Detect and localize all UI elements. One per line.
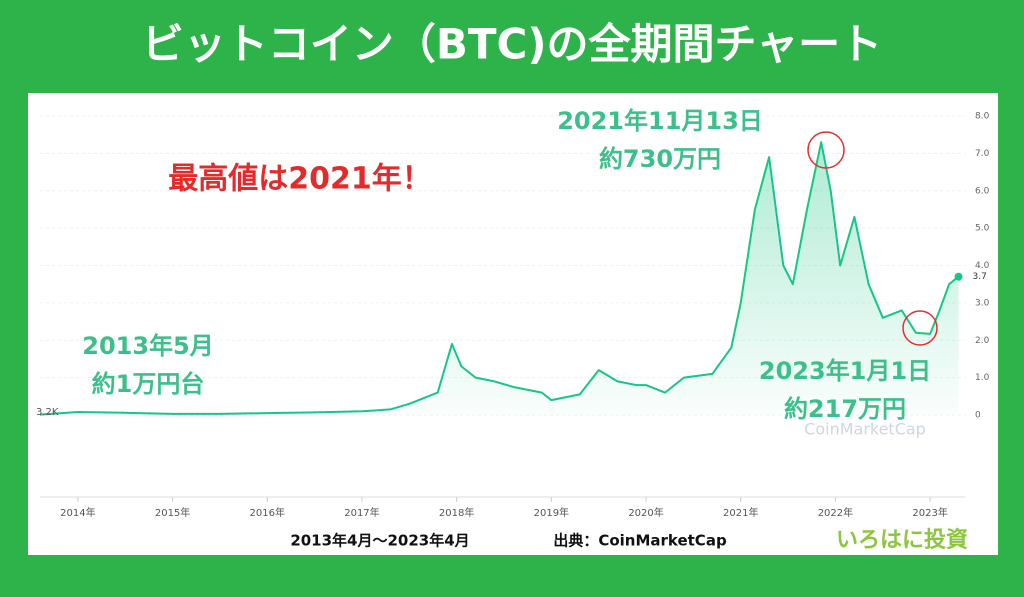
note: 2013年5月 — [82, 332, 214, 360]
line — [39, 141, 960, 416]
period: 2013年4月〜2023年4月 — [290, 532, 469, 550]
y-tick-label: 6.0 — [975, 186, 990, 196]
low-circle — [902, 310, 938, 346]
x-tick-label: 2018年 — [439, 506, 474, 519]
last-point — [954, 272, 963, 281]
note: 約730万円 — [599, 145, 721, 173]
x-tick-label: 2021年 — [723, 506, 758, 519]
y-tick-label: 5.0 — [975, 224, 990, 234]
x-tick-label: 2023年 — [912, 506, 947, 519]
y-tick-label: 3.0 — [975, 298, 990, 308]
headline: 最高値は2021年！ — [168, 162, 432, 197]
y-tick-label: 7.0 — [975, 149, 990, 159]
x-tick-label: 2015年 — [155, 506, 190, 519]
brand: いろはに投資 — [836, 527, 968, 553]
y-tick-label: 1.0 — [975, 373, 990, 383]
x-tick-label: 2014年 — [60, 506, 95, 519]
x-tick-label: 2016年 — [250, 506, 285, 519]
peak-circle — [807, 131, 845, 169]
last-label: 3.7 — [973, 272, 987, 282]
y-tick-label: 8.0 — [975, 112, 990, 122]
note: 2021年11月13日 — [557, 107, 763, 135]
y-tick-label: 2.0 — [975, 336, 990, 346]
y-tick-label: 4.0 — [975, 261, 990, 271]
start-label: 3.2K — [36, 407, 59, 418]
note: 約1万円台 — [92, 370, 205, 398]
plot: 0 1.0 2.0 3.0 4.0 5.0 6.0 7.0 8.0 2014年 2015年 2016年… — [39, 112, 990, 519]
watermark: CoinMarketCap — [804, 420, 926, 439]
source: 出典：CoinMarketCap — [553, 532, 727, 550]
y-tick-label: 0 — [975, 411, 981, 421]
note: 2023年1月1日 — [759, 357, 931, 385]
x-tick-label: 2017年 — [344, 506, 379, 519]
x-tick-label: 2020年 — [628, 506, 663, 519]
area — [40, 142, 959, 415]
x-tick-label: 2019年 — [534, 506, 569, 519]
x-tick-label: 2022年 — [818, 506, 853, 519]
note: 約217万円 — [784, 395, 906, 423]
title: ビットコイン（BTC)の全期間チャート — [142, 20, 882, 69]
